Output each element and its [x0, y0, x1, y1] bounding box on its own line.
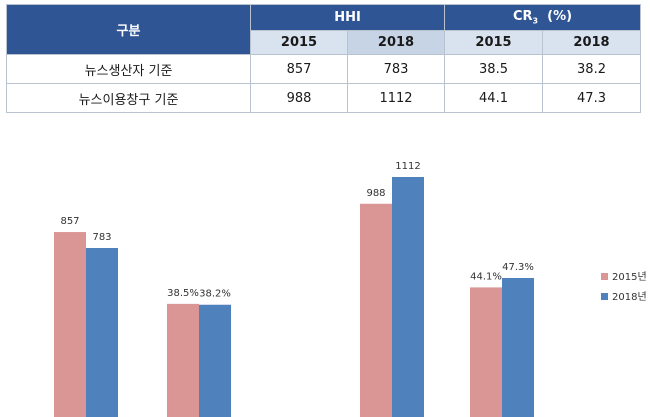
bar-value-label: 44.1%: [470, 271, 502, 282]
table-row: 뉴스생산자 기준 857 783 38.5 38.2: [6, 54, 642, 84]
bar-2015년-0: [54, 232, 86, 417]
row-label: 뉴스이용창구 기준: [6, 83, 251, 113]
header-year-hhi-2015: 2015: [250, 30, 348, 55]
legend-label: 2015년: [612, 271, 647, 283]
header-cr3-label: CR: [512, 9, 533, 25]
bar-2018년-2: [392, 177, 424, 417]
table-cell: 44.1: [444, 83, 544, 113]
bar-value-label: 988: [366, 188, 385, 199]
table-cell: 38.2: [542, 54, 642, 84]
header-category: 구분: [6, 4, 251, 55]
table-cell: 988: [250, 83, 348, 113]
bar-value-label: 38.2%: [199, 289, 231, 300]
legend-swatch: [601, 293, 608, 300]
table-cell: 1112: [346, 83, 446, 113]
bar-2018년-0: [86, 248, 118, 417]
bar-value-label: 47.3%: [502, 262, 534, 273]
legend-swatch: [601, 273, 608, 280]
bar-2015년-3: [470, 287, 502, 417]
summary-table: 구분 HHI CR3 (%) 2015 2018 2015 2018 뉴스생산자…: [6, 4, 642, 113]
header-year-hhi-2018: 2018: [346, 30, 446, 55]
table-cell: 38.5: [444, 54, 544, 84]
bar-2018년-1: [199, 304, 231, 417]
header-cr3-sub: 3: [532, 16, 539, 26]
bar-value-label: 38.5%: [167, 288, 199, 299]
header-year-cr-2018: 2018: [542, 30, 642, 55]
bar-2015년-2: [360, 203, 392, 417]
bar-2015년-1: [167, 303, 199, 417]
row-label: 뉴스생산자 기준: [6, 54, 251, 84]
table-cell: 47.3: [542, 83, 642, 113]
table-cell: 783: [346, 54, 446, 84]
bar-2018년-3: [502, 278, 534, 417]
bar-value-label: 1112: [395, 161, 420, 172]
header-cr3-unit: (%): [547, 9, 573, 25]
legend-label: 2018년: [612, 291, 647, 303]
bar-value-label: 783: [92, 232, 111, 243]
table-row: 뉴스이용창구 기준 988 1112 44.1 47.3: [6, 83, 642, 113]
bar-value-label: 857: [60, 216, 79, 227]
